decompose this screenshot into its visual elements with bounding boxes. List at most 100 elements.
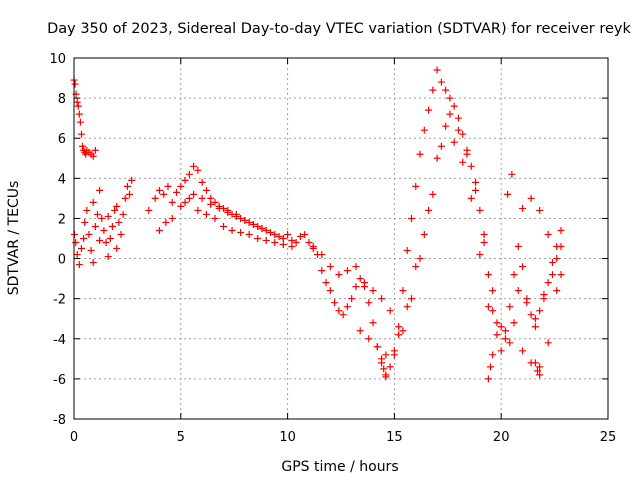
data-point xyxy=(91,146,99,154)
data-point xyxy=(504,190,512,198)
data-point xyxy=(536,371,544,379)
data-point xyxy=(75,110,83,118)
data-point xyxy=(181,198,189,206)
data-point xyxy=(207,194,215,202)
data-point xyxy=(185,170,193,178)
data-point xyxy=(378,295,386,303)
data-point xyxy=(228,226,236,234)
chart-title: Day 350 of 2023, Sidereal Day-to-day VTE… xyxy=(47,21,631,37)
data-point xyxy=(497,347,505,355)
data-point xyxy=(249,220,257,228)
data-point xyxy=(98,214,106,222)
y-tick-label: 10 xyxy=(49,52,66,67)
data-point xyxy=(501,335,509,343)
y-tick-label: 6 xyxy=(58,132,66,147)
data-point xyxy=(544,230,552,238)
data-point xyxy=(113,202,121,210)
data-point xyxy=(339,311,347,319)
data-point xyxy=(365,335,373,343)
data-point xyxy=(433,66,441,74)
data-point xyxy=(476,251,484,259)
data-point xyxy=(181,176,189,184)
data-point xyxy=(89,198,97,206)
data-points xyxy=(70,66,565,383)
data-point xyxy=(412,263,420,271)
data-point xyxy=(267,228,275,236)
data-point xyxy=(108,222,116,230)
data-point xyxy=(467,194,475,202)
data-point xyxy=(536,206,544,214)
data-point xyxy=(128,176,136,184)
x-axis-label: GPS time / hours xyxy=(281,459,398,475)
data-point xyxy=(335,307,343,315)
data-point xyxy=(369,319,377,327)
data-point xyxy=(429,86,437,94)
data-point xyxy=(395,323,403,331)
data-point xyxy=(489,351,497,359)
data-point xyxy=(527,311,535,319)
data-point xyxy=(446,94,454,102)
data-point xyxy=(262,226,270,234)
data-point xyxy=(284,230,292,238)
data-point xyxy=(343,303,351,311)
data-point xyxy=(77,130,85,138)
data-point xyxy=(89,259,97,267)
data-point xyxy=(386,307,394,315)
data-point xyxy=(425,106,433,114)
data-point xyxy=(514,243,522,251)
data-point xyxy=(91,222,99,230)
data-point xyxy=(407,295,415,303)
data-point xyxy=(75,261,83,269)
data-point xyxy=(123,182,131,190)
y-tick-label: -6 xyxy=(53,373,66,388)
data-point xyxy=(489,307,497,315)
data-point xyxy=(348,295,356,303)
data-point xyxy=(390,347,398,355)
data-point xyxy=(220,222,228,230)
data-point xyxy=(508,170,516,178)
data-point xyxy=(382,373,390,381)
data-point xyxy=(407,214,415,222)
data-point xyxy=(271,230,279,238)
data-point xyxy=(437,142,445,150)
data-point xyxy=(254,235,262,242)
data-point xyxy=(497,323,505,331)
data-point xyxy=(211,214,219,222)
y-tick-label: -8 xyxy=(53,413,66,428)
data-point xyxy=(279,235,287,242)
data-point xyxy=(104,212,112,220)
data-point xyxy=(343,267,351,275)
x-tick-label: 25 xyxy=(600,430,617,445)
data-point xyxy=(117,230,125,238)
data-point xyxy=(96,186,104,194)
data-point xyxy=(395,331,403,339)
data-point xyxy=(232,212,240,220)
data-point xyxy=(194,166,202,174)
data-point xyxy=(145,206,153,214)
data-point xyxy=(151,194,159,202)
data-point xyxy=(72,239,80,247)
data-point xyxy=(326,263,334,271)
data-point xyxy=(412,182,420,190)
data-point xyxy=(399,327,407,335)
data-point xyxy=(365,299,373,307)
data-point xyxy=(73,98,81,106)
data-point xyxy=(454,114,462,122)
data-point xyxy=(493,319,501,327)
plot-frame xyxy=(73,57,609,420)
data-point xyxy=(185,194,193,202)
y-tick-label: 4 xyxy=(58,172,66,187)
data-point xyxy=(155,226,163,234)
y-tick-label: 2 xyxy=(58,212,66,227)
data-point xyxy=(557,271,565,279)
data-point xyxy=(557,226,565,234)
x-tick-label: 5 xyxy=(177,430,185,445)
data-point xyxy=(279,241,287,249)
x-tick-label: 0 xyxy=(70,430,78,445)
axis-ticks xyxy=(73,57,609,420)
data-point xyxy=(472,178,480,186)
data-point xyxy=(416,150,424,158)
data-point xyxy=(271,239,279,247)
data-point xyxy=(459,158,467,166)
data-point xyxy=(305,239,313,247)
